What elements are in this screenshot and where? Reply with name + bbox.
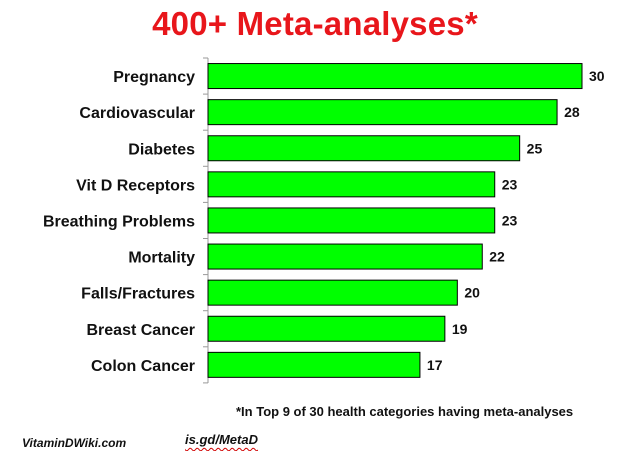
value-label-breast-cancer: 19 <box>452 321 468 337</box>
value-label-colon-cancer: 17 <box>427 357 443 373</box>
value-label-falls-fractures: 20 <box>464 285 480 301</box>
category-label-breast-cancer: Breast Cancer <box>87 322 196 339</box>
bar-cardiovascular <box>207 99 558 126</box>
site-name: VitaminDWiki.com <box>22 436 127 450</box>
category-label-breathing-problems: Breathing Problems <box>43 213 195 230</box>
bar-diabetes <box>207 135 521 162</box>
category-label-pregnancy: Pregnancy <box>113 69 195 86</box>
value-label-vit-d-receptors: 23 <box>502 176 518 192</box>
bar-vit-d-receptors <box>207 171 496 198</box>
category-label-colon-cancer: Colon Cancer <box>91 358 195 375</box>
category-labels-group: Pregnancy Cardiovascular Diabetes Vit D Rec… <box>43 69 195 375</box>
bar-falls-fractures <box>207 279 458 306</box>
bar-breast-cancer <box>207 315 446 342</box>
value-label-mortality: 22 <box>489 249 505 265</box>
bar-mortality <box>207 243 483 270</box>
footnote: *In Top 9 of 30 health categories having… <box>236 404 574 419</box>
chart-title: 400+ Meta-analyses* <box>152 5 478 42</box>
category-label-diabetes: Diabetes <box>128 141 195 158</box>
y-axis-ticks <box>203 57 208 384</box>
value-label-pregnancy: 30 <box>589 68 605 84</box>
value-label-cardiovascular: 28 <box>564 104 580 120</box>
bar-pregnancy <box>207 63 583 90</box>
short-link[interactable]: is.gd/MetaD <box>185 432 258 447</box>
bar-breathing-problems <box>207 207 496 234</box>
category-label-mortality: Mortality <box>128 250 195 267</box>
bar-colon-cancer <box>207 351 421 378</box>
value-label-diabetes: 25 <box>527 140 543 156</box>
category-label-falls-fractures: Falls/Fractures <box>81 286 195 303</box>
bars-group <box>207 63 583 378</box>
value-label-breathing-problems: 23 <box>502 212 518 228</box>
category-label-cardiovascular: Cardiovascular <box>79 105 195 122</box>
category-label-vit-d-receptors: Vit D Receptors <box>76 177 195 194</box>
value-labels-group: 30 28 25 23 23 22 20 19 17 <box>427 68 605 373</box>
